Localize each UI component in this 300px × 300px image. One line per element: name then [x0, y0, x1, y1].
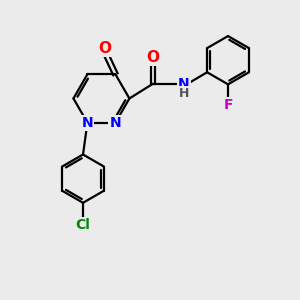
Text: N: N — [110, 116, 121, 130]
Text: Cl: Cl — [76, 218, 91, 232]
Text: N: N — [178, 77, 190, 91]
Text: O: O — [146, 50, 159, 65]
Text: F: F — [223, 98, 233, 112]
Text: N: N — [82, 116, 93, 130]
Text: O: O — [99, 41, 112, 56]
Text: H: H — [179, 87, 189, 100]
